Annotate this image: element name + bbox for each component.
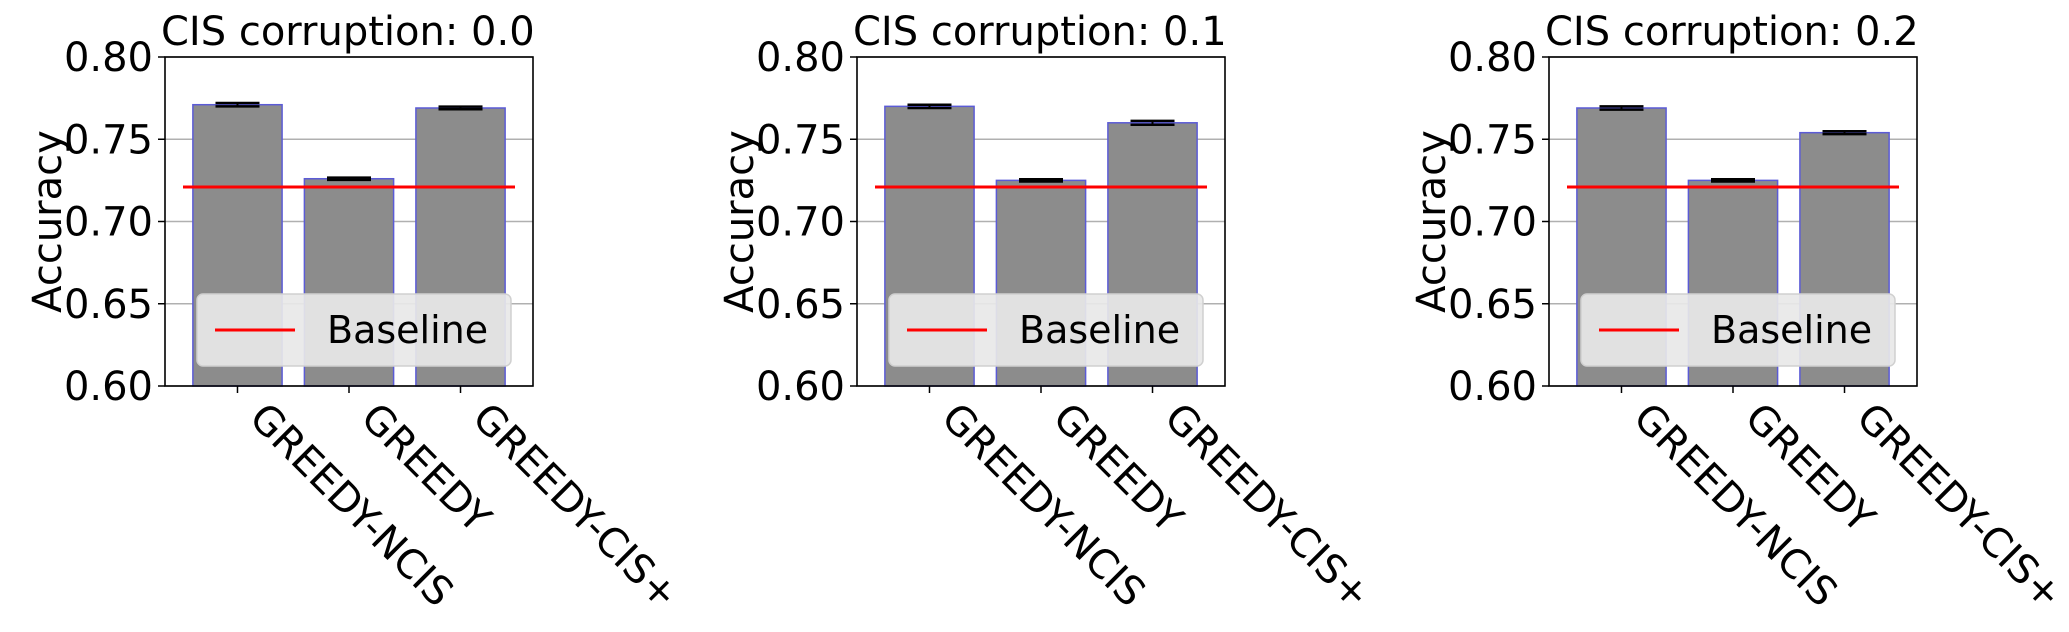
x-tick-label: GREEDY-NCIS: [1624, 395, 1845, 616]
panel-2: GREEDY-NCISGREEDYGREEDY-CIS+0.600.650.70…: [717, 9, 1379, 618]
y-tick-label: 0.60: [64, 364, 153, 410]
legend-box: [196, 293, 512, 367]
legend-label: Baseline: [327, 308, 488, 352]
x-tick-label: GREEDY-NCIS: [240, 395, 461, 616]
y-axis-label: Accuracy: [1409, 130, 1455, 313]
y-tick-label: 0.80: [756, 35, 845, 81]
chart-title: CIS corruption: 0.0: [161, 9, 535, 55]
legend-label: Baseline: [1711, 308, 1872, 352]
y-tick-label: 0.70: [756, 200, 845, 246]
y-tick-label: 0.75: [756, 117, 845, 163]
y-tick-label: 0.70: [64, 200, 153, 246]
y-tick-label: 0.70: [1448, 200, 1537, 246]
legend-label: Baseline: [1019, 308, 1180, 352]
panel-1: GREEDY-NCISGREEDYGREEDY-CIS+0.600.650.70…: [25, 9, 687, 618]
panel-3: GREEDY-NCISGREEDYGREEDY-CIS+0.600.650.70…: [1409, 9, 2069, 618]
y-tick-label: 0.65: [64, 282, 153, 328]
chart-title: CIS corruption: 0.1: [853, 9, 1227, 55]
chart-title: CIS corruption: 0.2: [1545, 9, 1919, 55]
legend-box: [1580, 293, 1896, 367]
x-tick-label: GREEDY-NCIS: [932, 395, 1153, 616]
y-tick-label: 0.75: [1448, 117, 1537, 163]
y-tick-label: 0.80: [1448, 35, 1537, 81]
y-tick-label: 0.75: [64, 117, 153, 163]
y-tick-label: 0.65: [1448, 282, 1537, 328]
y-tick-label: 0.65: [756, 282, 845, 328]
y-axis-label: Accuracy: [717, 130, 763, 313]
y-tick-label: 0.80: [64, 35, 153, 81]
legend-box: [888, 293, 1204, 367]
y-axis-label: Accuracy: [25, 130, 71, 313]
y-tick-label: 0.60: [756, 364, 845, 410]
y-tick-label: 0.60: [1448, 364, 1537, 410]
